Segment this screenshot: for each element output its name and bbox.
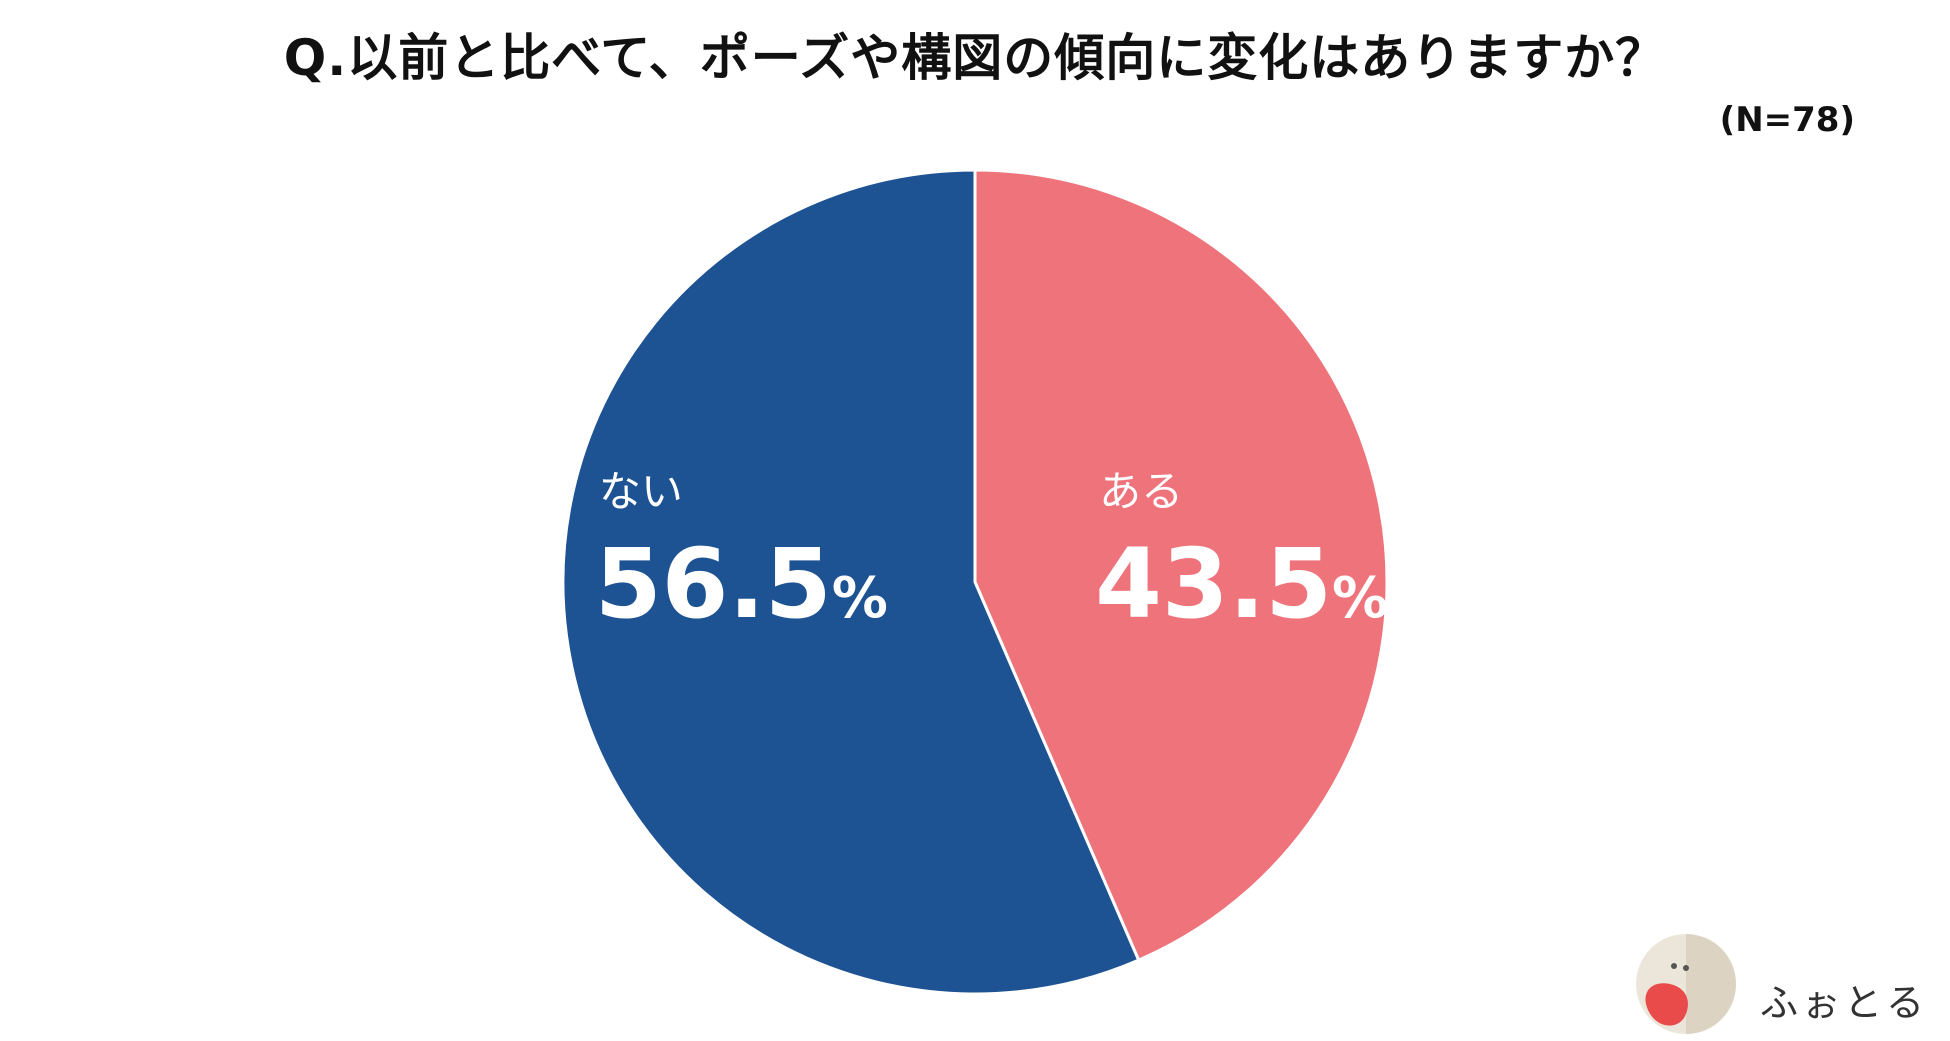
chart-title: Q.以前と比べて、ポーズや構図の傾向に変化はありますか？ <box>283 29 1667 87</box>
sample-size-note: (N=78) <box>1719 100 1855 140</box>
pie-slice-1 <box>561 168 1141 996</box>
slice-value-0: 43.5% <box>1095 528 1388 640</box>
brand-logo: ふぉとる <box>1630 932 1940 1037</box>
pie-slice-0 <box>973 168 1389 963</box>
slice-label-0: ある <box>1099 467 1183 516</box>
brand-logo-text: ふぉとる <box>1760 981 1929 1025</box>
slice-value-1: 56.5% <box>595 528 888 640</box>
slice-label-1: ない <box>599 467 683 516</box>
brand-mascot-icon <box>1636 934 1736 1034</box>
